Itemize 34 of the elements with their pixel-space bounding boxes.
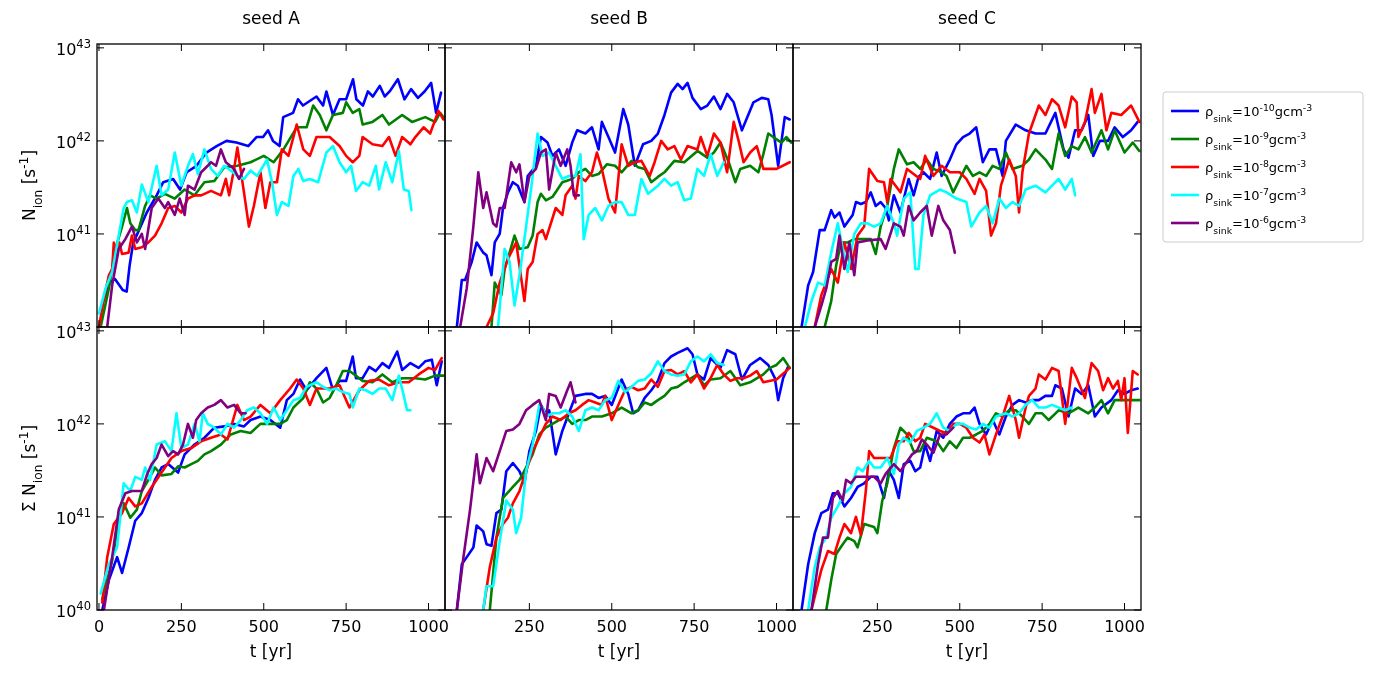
line-series bbox=[105, 148, 246, 327]
x-tick-label: 0 bbox=[93, 617, 105, 636]
x-tick-label: 1000 bbox=[408, 617, 449, 636]
chart-title: seed B bbox=[590, 8, 648, 28]
y-tick-label: 10$^{41}$ bbox=[55, 222, 91, 245]
x-tick-label: 500 bbox=[944, 617, 976, 636]
y-tick-label: 10$^{40}$ bbox=[55, 599, 91, 621]
y-tick-label: 10$^{42}$ bbox=[55, 129, 91, 152]
x-tick-label: 1000 bbox=[756, 617, 797, 636]
y-tick-label: 10$^{43}$ bbox=[55, 36, 91, 59]
line-series bbox=[97, 144, 413, 315]
x-axis-title: t [yr] bbox=[249, 641, 293, 661]
x-tick-label: 250 bbox=[514, 617, 545, 636]
legend-label: ρ$_{sink}$=10$^{-9}$gcm$^{-3}$ bbox=[1205, 129, 1307, 152]
x-tick-label: 250 bbox=[166, 617, 197, 636]
line-series bbox=[102, 398, 247, 610]
x-tick-label: 1000 bbox=[1104, 617, 1145, 636]
x-tick-label: 500 bbox=[596, 617, 628, 636]
legend-label: ρ$_{sink}$=10$^{-10}$gcm$^{-3}$ bbox=[1205, 101, 1313, 124]
x-tick-label: 750 bbox=[330, 617, 362, 636]
x-tick-label: 500 bbox=[248, 617, 280, 636]
x-axis-title: t [yr] bbox=[945, 641, 989, 661]
y-tick-label: 10$^{41}$ bbox=[55, 505, 91, 528]
chart-title: seed C bbox=[938, 8, 996, 28]
legend-label: ρ$_{sink}$=10$^{-8}$gcm$^{-3}$ bbox=[1205, 157, 1307, 180]
chart-title: seed A bbox=[242, 8, 301, 28]
legend-label: ρ$_{sink}$=10$^{-6}$gcm$^{-3}$ bbox=[1205, 213, 1307, 236]
x-tick-label: 250 bbox=[862, 617, 893, 636]
x-axis-title: t [yr] bbox=[597, 641, 641, 661]
y-tick-label: 10$^{43}$ bbox=[55, 319, 91, 342]
x-tick-label: 750 bbox=[1026, 617, 1058, 636]
x-tick-label: 750 bbox=[678, 617, 710, 636]
y-tick-label: 10$^{42}$ bbox=[55, 412, 91, 435]
legend-label: ρ$_{sink}$=10$^{-7}$gcm$^{-3}$ bbox=[1205, 185, 1307, 208]
